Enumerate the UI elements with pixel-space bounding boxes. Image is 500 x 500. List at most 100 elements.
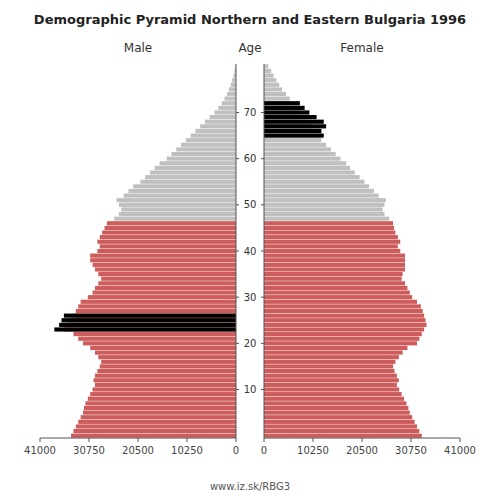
- bar: [181, 143, 236, 147]
- bar: [90, 254, 236, 258]
- bar: [119, 212, 236, 216]
- bar: [140, 180, 236, 184]
- bar: [264, 207, 383, 211]
- x-tick: [362, 438, 363, 442]
- bar: [83, 411, 236, 415]
- y-tick-label: 40: [244, 246, 257, 257]
- bar: [93, 263, 236, 267]
- bar: [264, 332, 422, 336]
- bar: [107, 221, 236, 225]
- bar: [155, 166, 236, 170]
- bar: [54, 327, 236, 331]
- bar: [264, 406, 408, 410]
- bar: [90, 258, 236, 262]
- bar: [264, 78, 276, 82]
- bar: [97, 249, 236, 253]
- chart: Demographic Pyramid Northern and Eastern…: [0, 0, 500, 500]
- bar: [73, 429, 236, 433]
- bar: [264, 383, 397, 387]
- bar: [264, 434, 422, 438]
- bar: [264, 147, 331, 151]
- y-tick-label: 10: [244, 384, 257, 395]
- bar: [264, 267, 405, 271]
- y-tick: [236, 112, 239, 113]
- bar: [100, 244, 236, 248]
- bar: [264, 300, 417, 304]
- bar: [95, 374, 236, 378]
- bar: [105, 226, 236, 230]
- x-tick-label: 30750: [73, 445, 105, 456]
- bar: [76, 309, 236, 313]
- bar: [264, 411, 410, 415]
- bar: [88, 295, 236, 299]
- bar: [264, 138, 321, 142]
- y-tick: [261, 204, 264, 205]
- y-tick: [236, 204, 239, 205]
- bar: [195, 129, 236, 133]
- bar: [264, 170, 355, 174]
- y-tick-label: 30: [244, 292, 257, 303]
- bar: [264, 314, 424, 318]
- x-tick: [89, 438, 90, 442]
- bar: [264, 277, 402, 281]
- bar: [264, 106, 305, 110]
- y-tick: [261, 343, 264, 344]
- annotation: www.iz.sk/RBG3: [210, 481, 290, 492]
- y-tick: [236, 158, 239, 159]
- bar: [264, 64, 268, 68]
- bar: [73, 332, 236, 336]
- bar: [119, 203, 236, 207]
- bar: [264, 110, 309, 114]
- bar: [116, 198, 236, 202]
- bar: [264, 263, 405, 267]
- x-tick: [236, 438, 237, 442]
- x-tick: [264, 438, 265, 442]
- bar: [85, 401, 236, 405]
- y-tick: [261, 251, 264, 252]
- x-tick: [40, 438, 41, 442]
- bar: [102, 230, 236, 234]
- bar: [71, 434, 236, 438]
- x-tick-label: 20500: [346, 445, 378, 456]
- y-tick-label: 60: [244, 153, 257, 164]
- x-tick-label: 30750: [395, 445, 427, 456]
- title: Demographic Pyramid Northern and Eastern…: [34, 12, 466, 27]
- y-tick: [261, 389, 264, 390]
- bar: [264, 341, 417, 345]
- bar: [101, 277, 236, 281]
- bar: [214, 110, 236, 114]
- bar: [101, 360, 236, 364]
- bar: [264, 258, 405, 262]
- bar: [264, 392, 402, 396]
- side-header: Female: [340, 41, 383, 55]
- bar: [229, 87, 236, 91]
- bar: [218, 106, 236, 110]
- bar: [264, 420, 415, 424]
- bar: [98, 355, 236, 359]
- bar: [264, 323, 427, 327]
- x-tick-label: 41000: [444, 445, 476, 456]
- bar: [264, 337, 419, 341]
- bar: [264, 221, 393, 225]
- bar: [133, 184, 236, 188]
- y-tick: [236, 343, 239, 344]
- bar: [97, 240, 236, 244]
- bar: [81, 415, 236, 419]
- bar: [100, 235, 236, 239]
- bar: [128, 189, 236, 193]
- bar: [225, 97, 236, 101]
- bar: [264, 203, 384, 207]
- bar: [264, 318, 426, 322]
- bar: [264, 397, 404, 401]
- y-tick-label: 20: [244, 338, 257, 349]
- bar: [264, 124, 326, 128]
- bar: [264, 180, 364, 184]
- bar: [78, 337, 236, 341]
- bar: [59, 323, 236, 327]
- bar: [264, 309, 423, 313]
- bar: [78, 304, 236, 308]
- bar: [264, 387, 399, 391]
- bar: [94, 378, 236, 382]
- bar: [186, 138, 236, 142]
- bar: [264, 143, 326, 147]
